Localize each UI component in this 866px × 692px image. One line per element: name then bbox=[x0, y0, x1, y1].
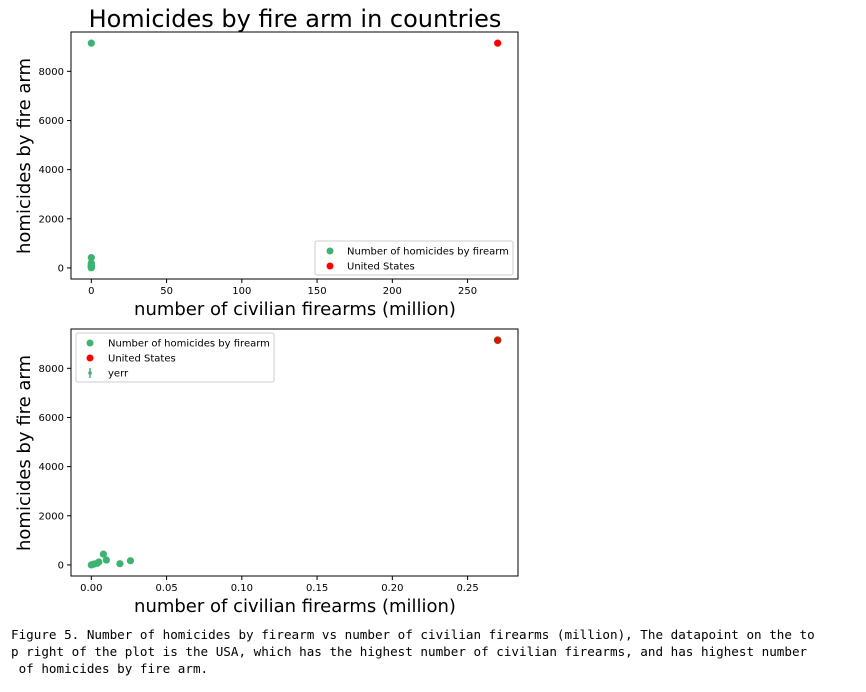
chart-bottom-series-0-point bbox=[95, 558, 103, 566]
chart-top: Homicides by fire arm in countries 0 50 10… bbox=[14, 5, 519, 320]
chart-bottom-y-ticks: 0 2000 4000 6000 8000 bbox=[39, 364, 71, 571]
chart-bottom-legend-marker-1 bbox=[86, 354, 94, 362]
chart-bottom-series-0-point bbox=[126, 557, 135, 565]
chart-bottom-series-0-point bbox=[102, 556, 110, 564]
chart-top-points bbox=[87, 39, 502, 272]
chart-top-x-tick-label: 50 bbox=[160, 286, 173, 297]
chart-top-y-tick-label: 6000 bbox=[39, 116, 64, 127]
chart-top-x-tick-label: 150 bbox=[308, 286, 327, 297]
chart-top-legend-box bbox=[314, 240, 514, 276]
chart-top-series-0-point bbox=[87, 259, 95, 267]
chart-top-y-tick-label: 8000 bbox=[39, 67, 64, 78]
chart-top-y-ticks: 0 2000 4000 6000 8000 bbox=[39, 67, 71, 274]
chart-bottom-y-tick-label: 4000 bbox=[39, 462, 64, 473]
chart-top-legend: Number of homicides by firearm United St… bbox=[314, 240, 514, 276]
chart-top-legend-marker-0 bbox=[326, 247, 334, 255]
chart-top-x-tick-label: 100 bbox=[232, 286, 251, 297]
chart-bottom-y-tick-label: 2000 bbox=[39, 511, 64, 522]
chart-bottom-series-0-point bbox=[99, 550, 107, 558]
chart-top-y-tick-label: 0 bbox=[58, 263, 64, 274]
chart-bottom-legend-label-1: United States bbox=[108, 354, 176, 365]
chart-top-y-tick-label: 4000 bbox=[39, 165, 64, 176]
chart-top-x-tick-label: 200 bbox=[383, 286, 402, 297]
chart-bottom: 0.00 0.05 0.10 0.15 0.20 0.25 0 2000 4000 6000 80… bbox=[14, 328, 519, 617]
chart-bottom-plot-area bbox=[70, 328, 519, 577]
chart-bottom-legend-box bbox=[75, 332, 275, 383]
chart-top-series-0-point bbox=[87, 254, 95, 262]
chart-bottom-x-axis-label: number of civilian firearms (million) bbox=[134, 596, 456, 617]
chart-bottom-series-1-point bbox=[494, 336, 502, 344]
chart-bottom-x-tick-label: 0.10 bbox=[231, 583, 253, 594]
chart-bottom-legend-marker-2 bbox=[88, 368, 92, 378]
chart-top-x-tick-label: 250 bbox=[458, 286, 477, 297]
chart-bottom-legend-label-2: yerr bbox=[108, 369, 129, 380]
chart-top-legend-marker-1 bbox=[326, 262, 334, 270]
chart-top-legend-label-0: Number of homicides by firearm bbox=[347, 247, 509, 258]
chart-top-x-ticks: 0 50 100 150 200 250 bbox=[88, 279, 477, 297]
chart-bottom-y-tick-label: 8000 bbox=[39, 364, 64, 375]
chart-top-y-tick-label: 2000 bbox=[39, 214, 64, 225]
chart-top-y-axis-label: homicides by fire arm bbox=[14, 58, 35, 254]
chart-top-series-1-point bbox=[494, 39, 502, 47]
chart-bottom-series-0-point bbox=[116, 560, 124, 568]
chart-bottom-x-tick-label: 0.25 bbox=[456, 583, 478, 594]
chart-top-x-axis-label: number of civilian firearms (million) bbox=[134, 299, 456, 320]
chart-bottom-series-2-point bbox=[493, 336, 502, 344]
chart-bottom-legend: Number of homicides by firearm United St… bbox=[75, 332, 275, 383]
chart-bottom-points bbox=[87, 336, 502, 569]
chart-bottom-x-ticks: 0.00 0.05 0.10 0.15 0.20 0.25 bbox=[80, 576, 479, 594]
chart-top-x-tick-label: 0 bbox=[88, 286, 94, 297]
chart-bottom-x-tick-label: 0.05 bbox=[155, 583, 177, 594]
chart-top-legend-label-1: United States bbox=[347, 262, 415, 273]
chart-bottom-y-tick-label: 0 bbox=[58, 560, 64, 571]
chart-bottom-x-tick-label: 0.00 bbox=[80, 583, 102, 594]
chart-top-title: Homicides by fire arm in countries bbox=[89, 5, 502, 33]
chart-bottom-y-axis-label: homicides by fire arm bbox=[14, 355, 35, 551]
chart-bottom-x-tick-label: 0.15 bbox=[306, 583, 328, 594]
chart-bottom-x-tick-label: 0.20 bbox=[381, 583, 403, 594]
chart-bottom-legend-label-0: Number of homicides by firearm bbox=[108, 339, 270, 350]
figure-caption: Figure 5. Number of homicides by firearm… bbox=[11, 627, 815, 676]
chart-top-series-0-point bbox=[87, 39, 95, 47]
chart-top-plot-area bbox=[70, 31, 519, 280]
chart-bottom-y-tick-label: 6000 bbox=[39, 413, 64, 424]
chart-bottom-legend-marker-0 bbox=[86, 339, 94, 347]
